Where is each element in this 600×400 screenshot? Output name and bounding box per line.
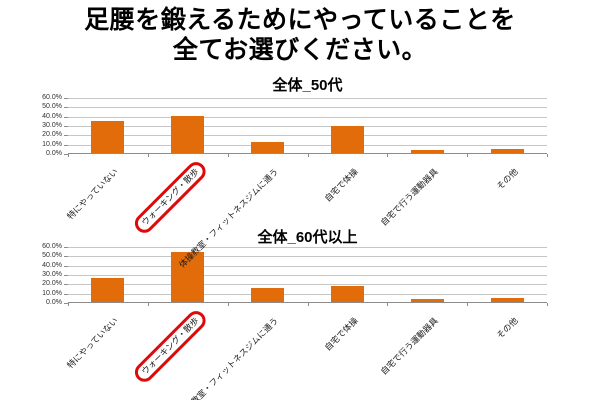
- category-label: その他: [494, 315, 520, 341]
- plot-area-50s: 0.0% 10.0% 20.0% 30.0% 40.0% 50.0% 60.0% 特にやってい…: [42, 94, 548, 270]
- y-axis-tick: [64, 265, 68, 267]
- chart-age-50s: 全体_50代 0.0% 10.0% 20.0% 30.0% 40.0% 50.0% 60.0…: [0, 74, 600, 270]
- x-axis-tick: [147, 303, 149, 306]
- x-axis-tick: [307, 154, 309, 157]
- x-axis-tick: [227, 154, 229, 157]
- gridline: [68, 256, 547, 258]
- gridline: [68, 293, 547, 295]
- category-label: 自宅で行う運動器具: [378, 315, 440, 377]
- y-axis-tick: [64, 126, 68, 127]
- y-tick-label: 30.0%: [42, 122, 62, 129]
- y-tick-label: 20.0%: [42, 131, 62, 139]
- y-tick-label: 0.0%: [46, 150, 62, 157]
- bar-3: [251, 141, 285, 153]
- y-tick-label: 0.0%: [46, 299, 62, 306]
- y-axis-tick: [64, 107, 68, 109]
- y-tick-label: 50.0%: [42, 103, 62, 111]
- bar-6: [490, 298, 524, 302]
- bar-4: [330, 125, 364, 153]
- gridline: [68, 247, 547, 248]
- x-axis-tick: [147, 154, 149, 157]
- bar-2: [171, 251, 205, 302]
- bar-3: [251, 288, 285, 302]
- x-axis-tick: [387, 303, 389, 306]
- gridline: [68, 116, 547, 118]
- x-axis-tick: [387, 154, 389, 157]
- category-label: 自宅で体操: [322, 315, 360, 353]
- category-label: 特にやっていない: [65, 315, 121, 371]
- gridline: [68, 265, 547, 267]
- bar-1: [91, 277, 125, 302]
- gridline: [68, 126, 547, 127]
- x-axis-tick: [547, 303, 548, 306]
- gridline: [68, 284, 547, 286]
- y-tick-label: 40.0%: [42, 112, 62, 120]
- bar-4: [330, 286, 364, 302]
- bar-5: [410, 299, 444, 302]
- y-tick-label: 60.0%: [42, 94, 62, 101]
- category-label: その他: [494, 166, 520, 192]
- category-label: 特にやっていない: [65, 166, 121, 222]
- x-axis-tick: [307, 303, 309, 306]
- x-axis-tick: [68, 154, 69, 157]
- y-axis-tick: [64, 256, 68, 258]
- gridline: [68, 135, 547, 137]
- y-tick-label: 40.0%: [42, 261, 62, 269]
- y-axis-tick: [64, 303, 68, 304]
- bar-2: [171, 115, 205, 153]
- plot-area-60plus: 0.0% 10.0% 20.0% 30.0% 40.0% 50.0% 60.0% 特にやってい…: [42, 243, 548, 400]
- bar-6: [490, 149, 524, 153]
- gridline: [68, 144, 547, 146]
- y-axis-tick: [64, 275, 68, 276]
- y-tick-label: 30.0%: [42, 271, 62, 278]
- x-axis-tick: [467, 303, 469, 306]
- y-axis-tick: [64, 135, 68, 137]
- x-axis-line: [68, 302, 547, 303]
- x-axis-tick: [467, 154, 469, 157]
- y-axis-tick: [64, 247, 68, 248]
- y-axis-tick: [64, 98, 68, 99]
- chart-title-50s: 全体_50代: [272, 77, 343, 94]
- gridline: [68, 107, 547, 109]
- category-label: 自宅で体操: [322, 166, 360, 204]
- chart-age-60plus: 全体_60代以上 0.0% 10.0% 20.0% 30.0% 40.0% 50.0% 60…: [0, 226, 600, 400]
- y-axis-tick: [64, 293, 68, 295]
- y-axis-tick: [64, 116, 68, 118]
- y-axis-tick: [64, 284, 68, 286]
- x-axis-line: [68, 153, 547, 154]
- x-axis-tick: [68, 303, 69, 306]
- bar-1: [91, 121, 125, 153]
- y-tick-label: 10.0%: [42, 289, 62, 297]
- x-axis-tick: [227, 303, 229, 306]
- y-tick-label: 60.0%: [42, 243, 62, 250]
- y-tick-label: 20.0%: [42, 280, 62, 288]
- bar-5: [410, 150, 444, 153]
- gridline: [68, 98, 547, 99]
- x-axis-tick: [547, 154, 548, 157]
- gridline: [68, 275, 547, 276]
- page-title-line2: 全てお選びください。: [172, 36, 428, 64]
- category-label-highlighted: ウォーキング・散歩: [130, 307, 210, 386]
- y-tick-label: 10.0%: [42, 140, 62, 148]
- page-title-line1: 足腰を鍛えるためにやっていることを: [84, 6, 516, 34]
- y-axis-tick: [64, 144, 68, 146]
- y-axis-tick: [64, 154, 68, 155]
- page-title: 足腰を鍛えるためにやっていることを 全てお選びください。: [0, 5, 600, 65]
- y-tick-label: 50.0%: [42, 252, 62, 260]
- chart-title-60plus: 全体_60代以上: [257, 229, 358, 246]
